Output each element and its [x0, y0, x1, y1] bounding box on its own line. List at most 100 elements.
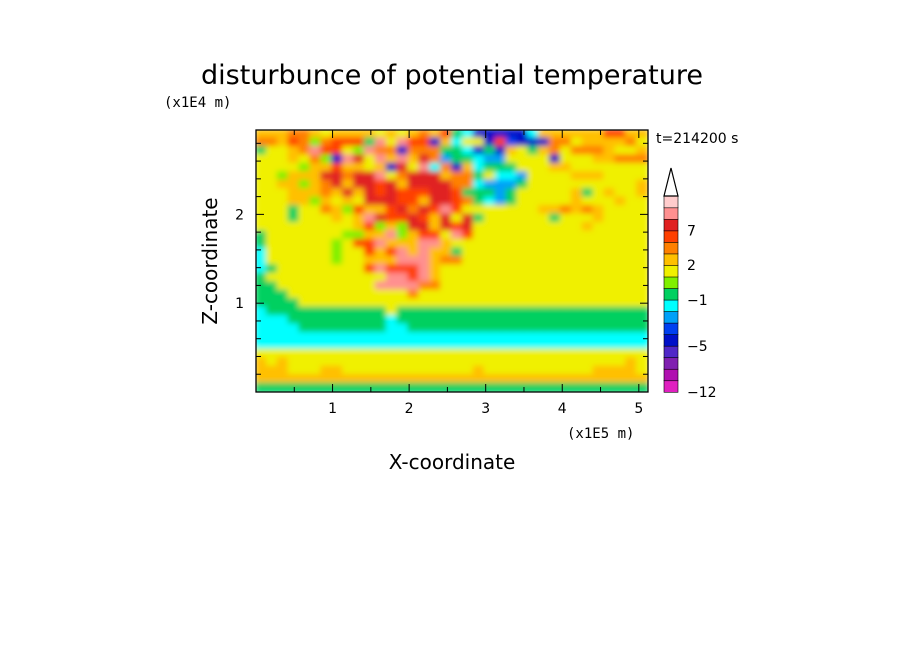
field-cell — [363, 255, 377, 267]
field-cell — [614, 221, 628, 233]
field-cell — [636, 281, 648, 292]
time-label: t=214200 s — [656, 131, 738, 147]
field-cell — [614, 331, 628, 343]
field-cell — [603, 348, 617, 360]
field-cell — [603, 205, 617, 216]
field-cell — [451, 230, 464, 241]
field-cell — [614, 238, 628, 250]
field-cell — [440, 230, 453, 241]
field-cell — [429, 331, 443, 343]
field-cell — [396, 255, 410, 267]
field-cell — [527, 247, 541, 258]
field-cell — [256, 323, 268, 334]
field-cell — [603, 196, 617, 208]
field-cell — [396, 247, 410, 258]
field-cell — [461, 205, 475, 216]
field-cell — [342, 221, 355, 233]
field-cell — [256, 374, 268, 385]
field-cell — [559, 382, 573, 392]
field-cell — [516, 247, 530, 258]
field-cell — [276, 154, 290, 165]
field-cell — [374, 205, 388, 216]
field-cell — [483, 171, 497, 182]
field-cell — [581, 314, 595, 326]
field-cell — [256, 357, 268, 368]
field-cell — [581, 179, 595, 191]
field-cell — [625, 196, 639, 208]
field-cell — [461, 298, 475, 309]
field-cell — [625, 188, 639, 199]
field-cell — [353, 130, 366, 140]
field-cell — [309, 255, 323, 267]
field-cell — [451, 272, 464, 284]
field-cell — [407, 238, 421, 250]
field-cell — [505, 272, 519, 284]
field-cell — [538, 145, 551, 157]
field-cell — [320, 221, 334, 233]
field-cell — [407, 348, 421, 360]
field-cell — [407, 188, 421, 199]
field-cell — [592, 306, 606, 317]
x-tick-label: 4 — [558, 401, 567, 417]
y-axis-ticks: 12 — [235, 142, 648, 375]
field-cell — [483, 137, 497, 148]
field-cell — [287, 323, 301, 334]
field-cell — [636, 272, 648, 284]
field-cell — [331, 137, 345, 148]
field-cell — [472, 179, 486, 191]
field-cell — [461, 382, 475, 392]
field-cell — [298, 238, 312, 250]
field-cell — [287, 230, 301, 241]
colorbar-swatch — [663, 253, 679, 266]
field-cell — [353, 340, 366, 351]
field-cell — [636, 382, 648, 392]
field-cell — [570, 255, 584, 267]
field-cell — [429, 196, 443, 208]
field-cell — [494, 213, 508, 224]
field-cell — [256, 264, 268, 275]
field-cell — [256, 230, 268, 241]
field-cell — [287, 221, 301, 233]
field-cell — [298, 306, 312, 317]
field-cell — [603, 331, 617, 343]
colorbar-tick-label: 7 — [687, 224, 696, 240]
field-cell — [483, 130, 497, 140]
field-cell — [581, 374, 595, 385]
field-cell — [581, 323, 595, 334]
field-cell — [581, 154, 595, 165]
field-cell — [309, 188, 323, 199]
field-cell — [298, 357, 312, 368]
field-cell — [451, 145, 464, 157]
field-cell — [440, 306, 453, 317]
field-cell — [516, 213, 530, 224]
field-cell — [407, 289, 421, 301]
field-cell — [342, 281, 355, 292]
field-cell — [418, 196, 432, 208]
field-cell — [385, 289, 399, 301]
field-cell — [309, 221, 323, 233]
field-cell — [331, 348, 345, 360]
colorbar-swatch — [663, 345, 679, 359]
field-cell — [265, 221, 279, 233]
field-cell — [287, 331, 301, 343]
field-cell — [516, 323, 530, 334]
field-cell — [287, 213, 301, 224]
field-cell — [494, 247, 508, 258]
field-cell — [265, 357, 279, 368]
field-cell — [418, 323, 432, 334]
field-cell — [625, 331, 639, 343]
field-cell — [440, 272, 453, 284]
field-cell — [559, 365, 573, 377]
field-cell — [385, 281, 399, 292]
field-cell — [516, 357, 530, 368]
field-cell — [418, 238, 432, 250]
field-cell — [559, 130, 573, 140]
field-cell — [472, 205, 486, 216]
field-cell — [570, 357, 584, 368]
field-cell — [483, 255, 497, 267]
field-cell — [309, 348, 323, 360]
field-cell — [603, 357, 617, 368]
y-unit-label: (x1E4 m) — [164, 95, 231, 111]
field-cell — [505, 145, 519, 157]
